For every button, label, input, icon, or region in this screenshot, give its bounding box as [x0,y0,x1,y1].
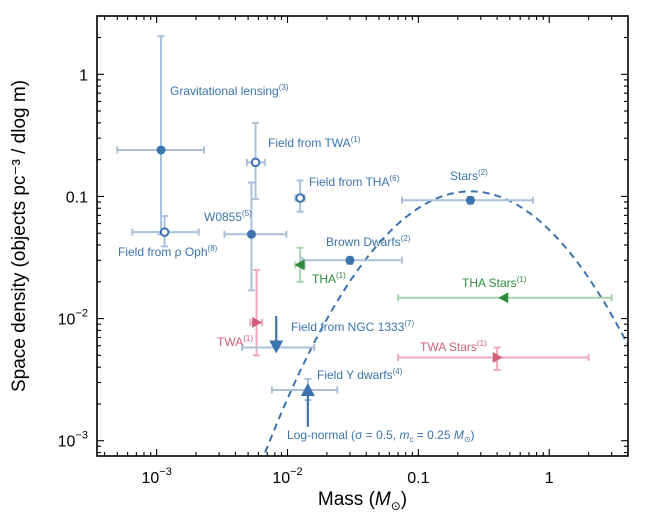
twa-label-text: TWA [217,335,243,349]
log-normal-label-start: Log-normal ( [287,428,355,442]
twa-stars-label-text: TWA Stars [420,340,477,354]
gravitational-lensing-label: Gravitational lensing(3) [170,83,289,98]
x-tick-label: 0.1 [407,470,429,487]
gravitational-lensing-label-text: Gravitational lensing [170,84,279,98]
log-normal-curve-group [264,190,629,453]
field-from-twa-label: Field from TWA(1) [268,135,361,150]
y-axis-title-text: Space density (objects pc⁻³ / dlog m) [9,80,30,392]
chart-background [97,16,628,456]
markers-group [156,145,509,427]
field-from-tha-marker [295,193,305,203]
field-from-rho-oph-marker [159,227,170,237]
w0855-label-text: W0855 [204,210,242,224]
y-tick-label: 0.1 [66,189,88,206]
x-tick-label-base: 10 [272,470,290,487]
tha-label: THA(1) [312,271,346,286]
x-tick-label-base: 0.1 [407,470,429,487]
field-from-ngc1333-arrow-head [269,340,284,354]
tha-stars-label: THA Stars(1) [462,275,527,290]
field-from-ngc1333-label: Field from NGC 1333(7) [291,319,414,334]
y-tick-label-base: 1 [79,67,88,84]
annotations-group: Gravitational lensing(3)Field from TWA(1… [118,83,527,444]
stars-label-ref: (2) [478,168,488,177]
field-y-dwarfs-label-ref: (4) [393,367,403,376]
x-axis-title: Mass (M⊙) [318,489,407,513]
axes-frame [96,15,629,457]
x-tick-label-exp: −3 [159,466,172,478]
w0855-marker [246,229,256,239]
x-axis-title-close: ) [401,489,407,510]
x-axis-title-unit: M [375,489,391,510]
tha-stars-label-ref: (1) [517,275,527,284]
y-tick-label: 10−3 [58,430,88,451]
stars-marker [465,195,475,205]
y-tick-label: 1 [79,67,88,84]
twa-label-ref: (1) [243,334,253,343]
log-normal-label-M: M [454,428,464,442]
field-from-twa-label-ref: (1) [351,135,361,144]
log-normal-label-sigma: σ = 0.5, [355,428,399,442]
field-from-ngc1333-label-ref: (7) [404,319,414,328]
log-normal-label: Log-normal (σ = 0.5, mc = 0.25 M⊙) [287,428,475,444]
y-tick-label-base: 10 [58,312,76,329]
y-tick-label-base: 10 [58,434,76,451]
field-from-twa-marker [250,157,261,168]
twa-stars-label: TWA Stars(1) [420,339,487,354]
field-from-ngc1333-label-text: Field from NGC 1333 [291,320,405,334]
y-axis-title: Space density (objects pc⁻³ / dlog m) [9,80,30,392]
field-y-dwarfs-label: Field Y dwarfs(4) [317,367,403,382]
field-y-dwarfs-label-text: Field Y dwarfs [317,368,393,382]
x-tick-label-base: 10 [141,470,159,487]
brown-dwarfs-label: Brown Dwarfs(2) [326,234,411,249]
twa-stars-label-ref: (1) [477,339,487,348]
y-tick-label-exp: −2 [75,308,88,320]
x-axis-title-text: Mass ( [318,489,376,510]
log-normal-label-close: ) [471,428,475,442]
log-normal-label-c: c [409,435,413,444]
twa-label: TWA(1) [217,334,253,349]
stars-label-text: Stars [450,169,478,183]
gravitational-lensing-label-ref: (3) [279,83,289,92]
brown-dwarfs-label-text: Brown Dwarfs [326,235,401,249]
tha-label-ref: (1) [336,271,346,280]
field-from-rho-oph-label: Field from ρ Oph(8) [118,244,218,259]
brown-dwarfs-label-ref: (2) [401,234,411,243]
x-tick-label: 10−3 [141,466,171,487]
log-normal-curve [264,190,629,453]
field-from-tha-label-text: Field from THA [309,175,389,189]
field-from-tha-label-ref: (6) [389,174,399,183]
field-from-rho-oph-label-text: Field from ρ Oph [118,245,208,259]
x-tick-label: 1 [545,470,554,487]
tha-label-text: THA [312,272,336,286]
y-tick-label-exp: −3 [75,430,88,442]
w0855-label: W0855(5) [204,209,252,224]
tha-marker [294,259,305,271]
plot-area [97,16,628,456]
x-tick-label: 10−2 [272,466,302,487]
tha-stars-label-text: THA Stars [462,276,517,290]
x-tick-label-base: 1 [545,470,554,487]
tha-stars-marker [498,292,509,304]
x-axis-title-sub: ⊙ [391,499,401,513]
twa-stars-marker [492,352,503,364]
log-normal-label-eq: = 0.25 [413,428,453,442]
twa-marker [252,316,263,328]
stars-label: Stars(2) [450,168,488,183]
y-tick-label-base: 0.1 [66,189,88,206]
brown-dwarfs-marker [345,255,355,265]
field-from-twa-label-text: Field from TWA [268,136,351,150]
field-y-dwarfs-marker [300,383,315,397]
field-from-rho-oph-label-ref: (8) [208,244,218,253]
field-from-tha-label: Field from THA(6) [309,174,400,189]
log-normal-label-m: m [399,428,409,442]
w0855-label-ref: (5) [242,209,252,218]
log-normal-label-sun: ⊙ [464,435,471,444]
y-tick-label: 10−2 [58,308,88,329]
gravitational-lensing-marker [156,145,166,155]
x-tick-label-exp: −2 [290,466,303,478]
